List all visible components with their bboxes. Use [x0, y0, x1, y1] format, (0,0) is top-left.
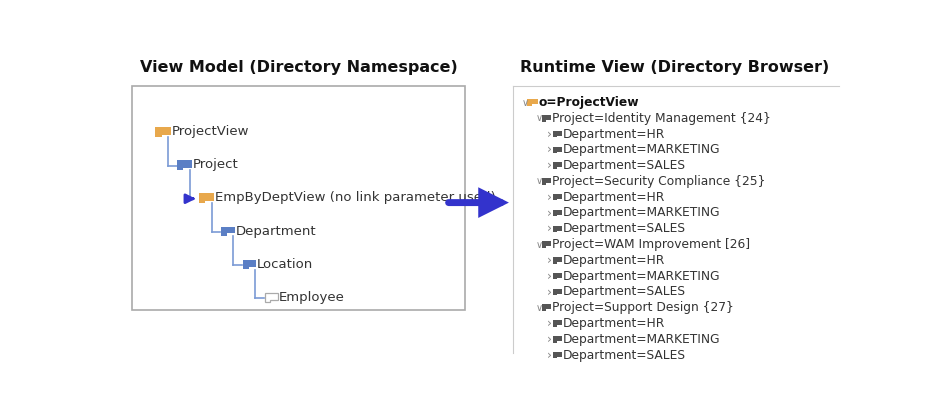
Text: Department=HR: Department=HR: [563, 191, 665, 204]
Polygon shape: [527, 99, 538, 104]
Text: o=ProjectView: o=ProjectView: [539, 96, 639, 109]
Polygon shape: [155, 126, 171, 134]
Text: ProjectView: ProjectView: [172, 125, 249, 138]
Text: Project=WAM Improvement [26]: Project=WAM Improvement [26]: [552, 238, 750, 251]
Text: View Model (Directory Namespace): View Model (Directory Namespace): [140, 60, 458, 75]
Text: ›: ›: [547, 191, 551, 204]
Polygon shape: [552, 325, 557, 327]
Polygon shape: [177, 168, 183, 170]
Polygon shape: [542, 115, 551, 120]
Polygon shape: [542, 309, 546, 311]
Text: EmpByDeptView (no link parameter used): EmpByDeptView (no link parameter used): [215, 192, 496, 205]
Polygon shape: [552, 357, 557, 358]
Text: ›: ›: [547, 317, 551, 330]
Polygon shape: [542, 305, 551, 309]
Text: ›: ›: [547, 222, 551, 235]
Text: ›: ›: [547, 349, 551, 362]
Polygon shape: [552, 278, 557, 279]
Polygon shape: [155, 134, 161, 137]
Polygon shape: [552, 273, 563, 278]
Polygon shape: [222, 234, 227, 236]
Text: Location: Location: [257, 258, 313, 271]
Text: ›: ›: [547, 333, 551, 346]
Text: Department=MARKETING: Department=MARKETING: [563, 270, 720, 283]
Polygon shape: [542, 178, 551, 183]
Polygon shape: [552, 167, 557, 169]
Polygon shape: [552, 194, 563, 199]
Text: Department=HR: Department=HR: [563, 317, 665, 330]
Polygon shape: [552, 162, 563, 167]
Text: Department=SALES: Department=SALES: [563, 286, 685, 298]
Text: ›: ›: [547, 143, 551, 156]
Text: ›: ›: [547, 207, 551, 220]
Text: Department=SALES: Department=SALES: [563, 159, 685, 172]
Polygon shape: [542, 120, 546, 122]
Text: Department=HR: Department=HR: [563, 128, 665, 141]
Polygon shape: [542, 183, 546, 185]
Text: Department=MARKETING: Department=MARKETING: [563, 207, 720, 220]
Text: Department=MARKETING: Department=MARKETING: [563, 143, 720, 156]
Text: ∨: ∨: [536, 240, 543, 249]
Bar: [132, 85, 465, 310]
Polygon shape: [552, 131, 563, 136]
Polygon shape: [198, 201, 205, 203]
Text: Department=MARKETING: Department=MARKETING: [563, 333, 720, 346]
Polygon shape: [552, 136, 557, 137]
Polygon shape: [222, 227, 235, 234]
Text: Project=Security Compliance {25}: Project=Security Compliance {25}: [552, 175, 766, 188]
Polygon shape: [552, 199, 557, 200]
Text: Project=Support Design {27}: Project=Support Design {27}: [552, 301, 733, 314]
Polygon shape: [552, 230, 557, 232]
Polygon shape: [244, 266, 248, 269]
Polygon shape: [552, 320, 563, 325]
Polygon shape: [552, 226, 563, 230]
Text: Department=HR: Department=HR: [563, 254, 665, 267]
Polygon shape: [265, 293, 278, 302]
Text: Department=SALES: Department=SALES: [563, 222, 685, 235]
Polygon shape: [552, 352, 563, 357]
Text: ›: ›: [547, 270, 551, 283]
Text: Runtime View (Directory Browser): Runtime View (Directory Browser): [520, 60, 829, 75]
Polygon shape: [552, 262, 557, 264]
Text: ›: ›: [547, 254, 551, 267]
Text: Employee: Employee: [278, 291, 345, 304]
Polygon shape: [552, 147, 563, 151]
Polygon shape: [552, 151, 557, 153]
Polygon shape: [244, 260, 257, 266]
Polygon shape: [198, 193, 214, 201]
Text: Department: Department: [235, 225, 316, 238]
Text: ∨: ∨: [536, 113, 543, 123]
Polygon shape: [552, 336, 563, 341]
Polygon shape: [542, 241, 551, 246]
Polygon shape: [177, 160, 193, 168]
Polygon shape: [552, 294, 557, 295]
Text: ›: ›: [547, 159, 551, 172]
Text: Department=SALES: Department=SALES: [563, 349, 685, 362]
Polygon shape: [552, 210, 563, 215]
Polygon shape: [552, 289, 563, 294]
Text: Project: Project: [194, 158, 239, 171]
Text: ›: ›: [547, 128, 551, 141]
Text: ∨: ∨: [536, 177, 543, 186]
Text: ∨: ∨: [536, 303, 543, 313]
Text: ∨: ∨: [522, 98, 529, 107]
Polygon shape: [527, 104, 531, 106]
Text: ›: ›: [547, 286, 551, 298]
Polygon shape: [552, 257, 563, 262]
Polygon shape: [552, 215, 557, 216]
Polygon shape: [552, 341, 557, 343]
Text: Project=Identity Management {24}: Project=Identity Management {24}: [552, 112, 770, 125]
Polygon shape: [542, 246, 546, 248]
